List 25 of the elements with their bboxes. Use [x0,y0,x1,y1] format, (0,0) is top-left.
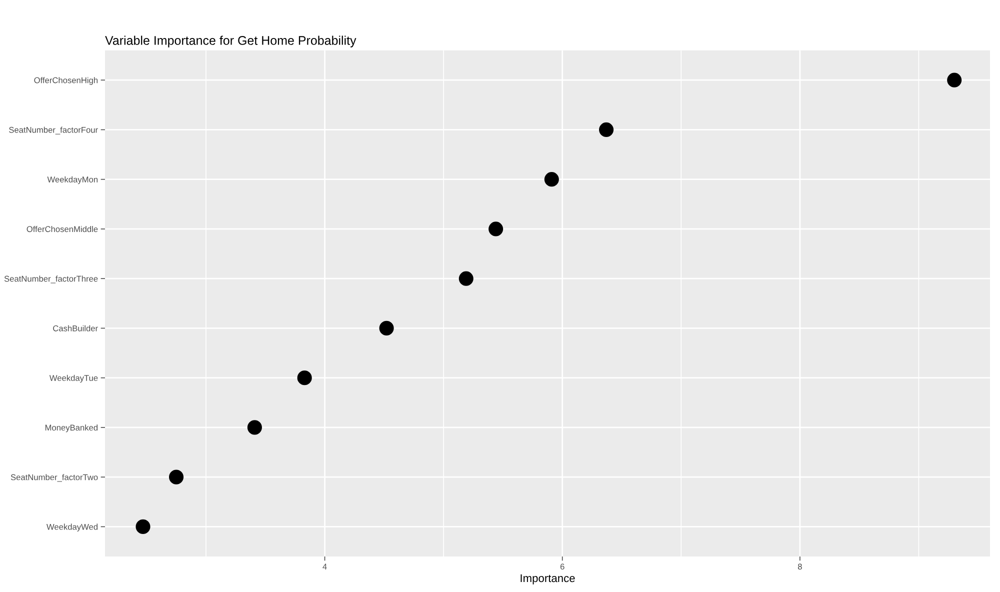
y-tick-label: OfferChosenHigh [34,77,98,85]
x-tick-label: 6 [560,564,564,570]
point [297,370,312,386]
chart-title: Variable Importance for Get Home Probability [105,36,356,48]
y-tick-label: WeekdayMon [47,176,98,184]
x-tick-label: 8 [798,564,802,570]
x-axis-title: Importance [520,574,575,584]
y-tick-label: SeatNumber_factorTwo [10,474,98,482]
y-tick-label: WeekdayTue [49,374,98,383]
point [458,271,474,286]
point [136,519,150,534]
y-tick-label: SeatNumber_factorThree [4,276,98,284]
y-tick-label: SeatNumber_factorFour [9,126,98,134]
x-tick-label: 4 [322,564,327,570]
point [168,470,184,484]
point [488,222,504,236]
y-tick-label: CashBuilder [53,325,98,332]
y-tick-label: WeekdayWed [46,524,98,532]
point [247,420,262,435]
y-tick-label: MoneyBanked [45,424,98,432]
y-tick-label: OfferChosenMiddle [26,226,98,232]
point [947,72,962,88]
point [599,122,614,137]
point [544,172,559,187]
point [379,320,394,336]
